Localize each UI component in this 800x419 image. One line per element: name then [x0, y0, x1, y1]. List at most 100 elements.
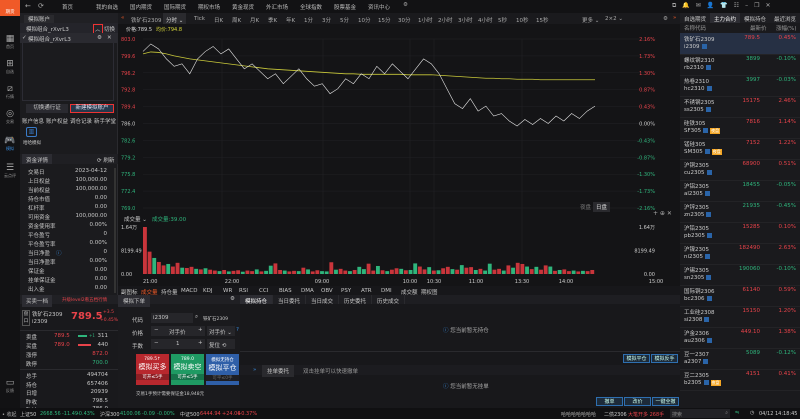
watchlist-item[interactable]: 豆一2307 a2307 5089 -0.12%: [680, 348, 800, 370]
switch-passport-button[interactable]: 切换通行证: [26, 104, 68, 113]
account-tab[interactable]: 调仓记录: [70, 119, 93, 125]
collapse-right-icon[interactable]: »: [673, 15, 677, 21]
period-tab[interactable]: 5秒: [498, 18, 507, 24]
scrollbar[interactable]: [114, 168, 116, 293]
sidebar-item[interactable]: ⊞ 自选: [2, 59, 18, 75]
help-icon[interactable]: ?: [236, 327, 239, 333]
expand-icon[interactable]: »: [253, 367, 257, 373]
period-tab[interactable]: 4小时: [478, 18, 493, 24]
nav-item[interactable]: 黄金现货: [232, 5, 255, 11]
watchlist-tab[interactable]: 最近浏览: [773, 17, 796, 23]
period-tab[interactable]: 周K: [232, 18, 242, 24]
period-tab[interactable]: 10分: [358, 18, 371, 24]
collapse-status[interactable]: • 收起: [2, 412, 17, 418]
period-tab[interactable]: 15秒: [536, 18, 549, 24]
book-icon[interactable]: ▥: [26, 127, 37, 137]
feedback-button[interactable]: ▭ 反馈: [2, 378, 18, 394]
more-dropdown[interactable]: 更多 ⌄: [582, 18, 600, 24]
watchlist-item[interactable]: 热卷2310 hc2310 3997 -0.03%: [680, 75, 800, 97]
indicator-tab[interactable]: WR: [223, 288, 233, 294]
settings-icon[interactable]: ⚙: [403, 2, 408, 8]
day-session-button[interactable]: 日盘: [593, 202, 611, 212]
position-tab[interactable]: 历史委托: [339, 295, 372, 305]
tab-fund-detail[interactable]: 资金详情: [22, 154, 53, 164]
position-tab[interactable]: 当日成交: [306, 295, 339, 305]
search-icon[interactable]: ⌕: [195, 314, 199, 320]
refresh-button[interactable]: ⟳ 刷新: [97, 158, 115, 164]
close-position-button[interactable]: 模拟无持仓 模拟平仓 可平≤0手: [206, 354, 239, 385]
index-name[interactable]: 中证500: [180, 412, 200, 418]
info-icon[interactable]: [701, 44, 707, 49]
indicator-tab[interactable]: ATR: [361, 288, 372, 294]
settings-icon[interactable]: ⚙: [230, 296, 235, 302]
night-session-button[interactable]: 夜盘: [580, 205, 592, 211]
tab-sim-order[interactable]: 模拟下单: [118, 295, 151, 307]
period-tab[interactable]: 10秒: [516, 18, 529, 24]
sidebar-item[interactable]: ⧄ 行情: [2, 84, 18, 100]
reset-button[interactable]: 复位 ⟲: [207, 339, 235, 349]
indicator-tab[interactable]: DMI: [381, 288, 392, 294]
collapse-button[interactable]: 切换: [104, 27, 116, 33]
chart-settings-icon[interactable]: ⚙: [663, 16, 668, 22]
watchlist-item[interactable]: 铁矿石2309 i2309 789.5 0.45%: [680, 33, 800, 55]
indicator-tab[interactable]: 成交量: [141, 290, 158, 296]
period-tab[interactable]: 30分: [398, 18, 411, 24]
help-icon[interactable]: ⓘ: [56, 251, 62, 257]
period-tab[interactable]: 1小时: [418, 18, 433, 24]
sidebar-item[interactable]: ▦ 首页: [2, 34, 18, 50]
index-name[interactable]: 上证50: [20, 412, 37, 418]
account-tab[interactable]: 账户权益: [46, 119, 69, 125]
watchlist-tab[interactable]: 自选期货: [683, 17, 706, 23]
info-icon[interactable]: [704, 191, 710, 196]
index-name[interactable]: 沪深300: [100, 412, 120, 418]
period-tab[interactable]: 15分: [378, 18, 391, 24]
close-icon[interactable]: ✕: [107, 35, 112, 41]
info-icon[interactable]: [706, 212, 712, 217]
col-name[interactable]: 名称代码: [684, 26, 707, 32]
info-icon[interactable]: [703, 128, 709, 133]
position-tab[interactable]: 历史成交: [372, 295, 405, 305]
account-tab[interactable]: 新手学堂: [94, 119, 117, 125]
watchlist-item[interactable]: 沪铅2305 pb2305 15285 0.10%: [680, 222, 800, 244]
sell-short-button[interactable]: 789.0 模拟卖空 可开≤5手: [171, 354, 204, 385]
price-type-select[interactable]: 对手价 ⌄: [207, 326, 235, 336]
position-tab[interactable]: 当日委托: [273, 295, 306, 305]
tab-level1[interactable]: 买卖一档: [22, 295, 53, 307]
qty-stepper[interactable]: −1 +: [151, 339, 205, 349]
watchlist-item[interactable]: 螺纹钢2310 rb2310 3899 -0.10%: [680, 54, 800, 76]
info-icon[interactable]: [706, 170, 712, 175]
watchlist-tab[interactable]: 主力合约: [710, 13, 740, 23]
info-icon[interactable]: [706, 233, 712, 238]
info-icon[interactable]: [706, 296, 712, 301]
back-icon[interactable]: ←: [25, 2, 31, 10]
upgrade-link[interactable]: 升级level2看五档行情: [62, 298, 108, 303]
watchlist-item[interactable]: 沪金2306 au2306 449.10 1.38%: [680, 327, 800, 349]
volume-menu[interactable]: 成交量 ⌄: [124, 217, 147, 223]
period-tab[interactable]: 1分: [304, 18, 313, 24]
info-icon[interactable]: [704, 317, 710, 322]
nav-item[interactable]: 期权市场: [198, 5, 221, 11]
indicator-tab[interactable]: 持仓量: [161, 290, 178, 296]
period-tab[interactable]: 2小时: [438, 18, 453, 24]
indicator-tab[interactable]: 期权图: [421, 290, 438, 296]
indicator-tab[interactable]: 副图标: [121, 290, 138, 296]
watchlist-item[interactable]: 沪镍2305 ni2305 182490 2.63%: [680, 243, 800, 265]
nav-item[interactable]: 资讯中心: [368, 5, 391, 11]
watchlist-item[interactable]: 国际铜2306 bc2306 61140 0.59%: [680, 285, 800, 307]
info-icon[interactable]: [705, 65, 711, 70]
account-item[interactable]: ✓ 模拟组合_rXvrL3 ⚙ ✕: [20, 33, 118, 43]
watchlist-item[interactable]: 豆二2305 b2305 夜盘 4151 0.41%: [680, 369, 800, 391]
watchlist-item[interactable]: 锰硅305 SM305 夜盘 7152 1.22%: [680, 138, 800, 160]
account-tab[interactable]: 账户信息: [22, 119, 45, 125]
indicator-tab[interactable]: 成交额: [401, 290, 418, 296]
refresh-icon[interactable]: ⟳: [38, 2, 44, 10]
info-icon[interactable]: [706, 338, 712, 343]
sidebar-item[interactable]: ☰ 云点评: [2, 163, 18, 179]
price-stepper[interactable]: − 对手价 +: [151, 326, 205, 336]
indicator-tools[interactable]: + ⊕ ✕: [653, 210, 672, 217]
watchlist-item[interactable]: 沪锡2305 sn2305 190060 -0.10%: [680, 264, 800, 286]
window-icons[interactable]: ⧉🔔✉👤👕☷–❐✕: [672, 2, 777, 9]
buy-long-button[interactable]: 789.5↑ 模拟买多 可开≤5手: [136, 354, 169, 385]
indicator-tab[interactable]: MACD: [181, 288, 198, 294]
period-tab[interactable]: 3分: [322, 18, 331, 24]
